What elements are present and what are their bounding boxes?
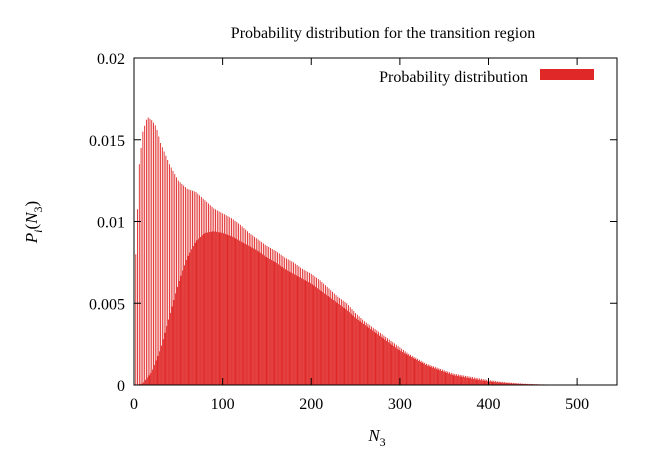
x-tick-label: 500 <box>565 396 589 413</box>
bars-layer <box>135 117 604 385</box>
y-tick-label: 0.005 <box>89 296 125 313</box>
x-tick-label: 200 <box>299 396 323 413</box>
y-tick-label: 0.01 <box>97 215 125 232</box>
x-axis-title: N3 <box>367 426 385 449</box>
legend-swatch <box>540 69 594 80</box>
y-ticks: 0 0.005 0.01 0.015 0.02 <box>89 51 617 395</box>
y-axis-title: Pi(N3) <box>22 201 45 244</box>
x-tick-label: 100 <box>211 396 235 413</box>
x-tick-label: 300 <box>388 396 412 413</box>
y-tick-label: 0 <box>117 378 125 395</box>
x-tick-label: 400 <box>476 396 500 413</box>
x-ticks: 0 100 200 300 400 500 <box>130 58 589 413</box>
chart-title: Probability distribution for the transit… <box>231 25 535 42</box>
x-tick-label: 0 <box>130 396 138 413</box>
y-tick-label: 0.02 <box>97 51 125 68</box>
y-tick-label: 0.015 <box>89 133 125 150</box>
legend-label: Probability distribution <box>379 69 528 86</box>
